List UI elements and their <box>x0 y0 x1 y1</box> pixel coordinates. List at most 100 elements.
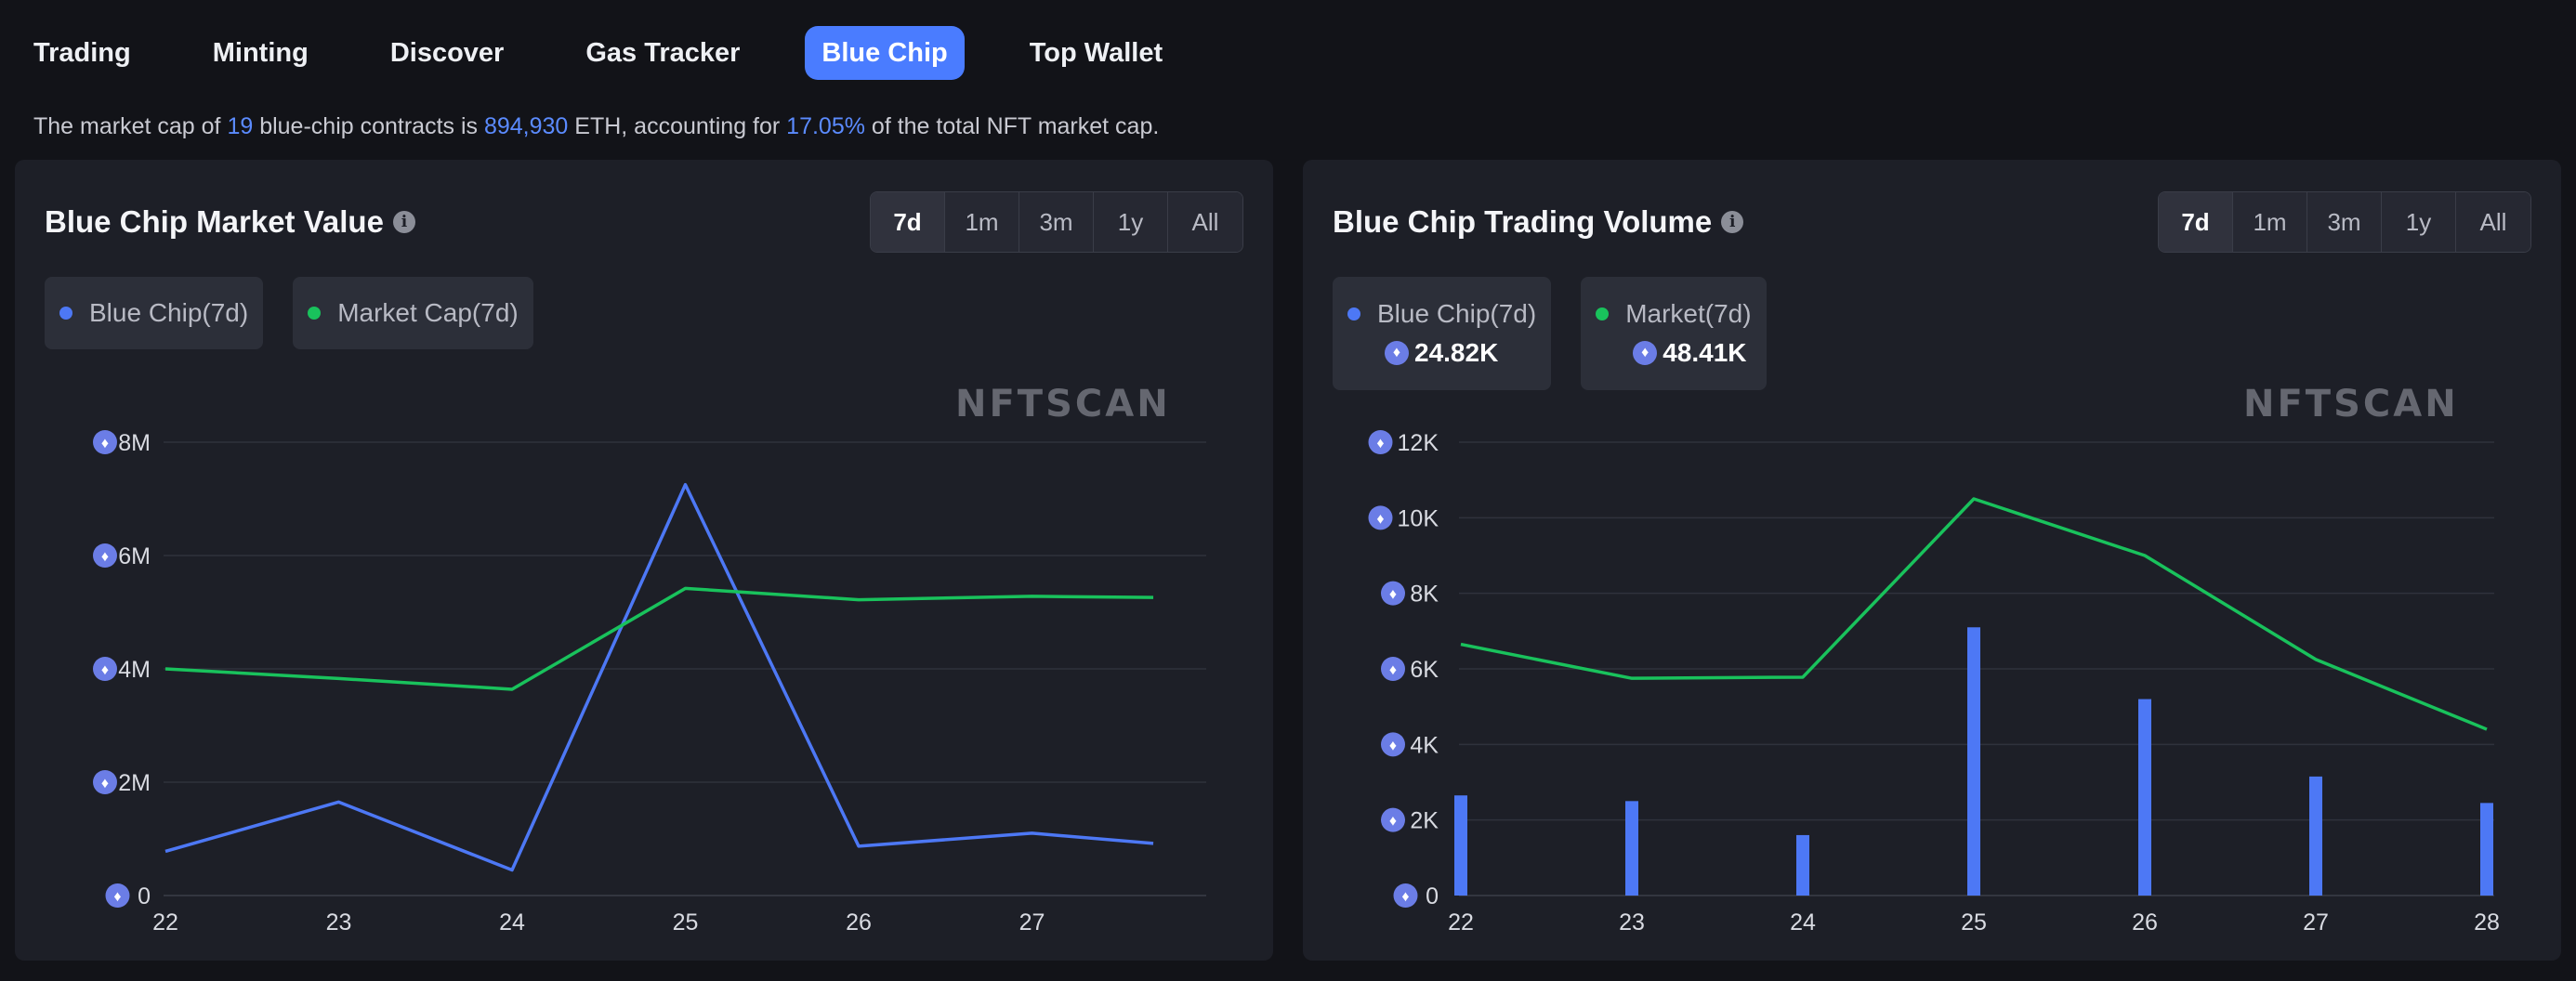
series-line <box>164 586 1154 691</box>
volume-bar <box>1625 801 1638 896</box>
range-all-button[interactable]: All <box>1168 192 1242 252</box>
market-value-range-selector: 7d 1m 3m 1y All <box>870 191 1243 253</box>
tab-trading[interactable]: Trading <box>33 37 131 68</box>
x-tick-label: 24 <box>499 909 525 935</box>
volume-bar <box>2480 803 2493 896</box>
trading-volume-panel: Blue Chip Trading Volume i 7d 1m 3m 1y All B… <box>1303 160 2561 961</box>
eth-icon-glyph: ♦ <box>1401 889 1409 905</box>
tab-minting[interactable]: Minting <box>212 37 309 68</box>
eth-icon <box>1381 657 1405 681</box>
tab-top-wallet[interactable]: Top Wallet <box>1029 37 1163 68</box>
eth-icon-glyph: ♦ <box>1376 511 1384 527</box>
y-tick-label: 4K <box>1410 732 1439 758</box>
market-value-chart: 0 ♦ 2M ♦ 4M ♦ 6M ♦ 8M ♦ 22 23 24 25 26 27 <box>93 430 1206 935</box>
summary-contract-count: 19 <box>227 113 254 139</box>
nftscan-watermark: NFTSCAN <box>955 383 1171 425</box>
eth-icon <box>105 883 130 908</box>
eth-icon <box>93 430 117 454</box>
range-7d-button[interactable]: 7d <box>2159 192 2233 252</box>
trading-volume-range-selector: 7d 1m 3m 1y All <box>2158 191 2531 253</box>
tab-gas-tracker[interactable]: Gas Tracker <box>585 37 741 68</box>
eth-icon: ♦ <box>1385 341 1409 365</box>
y-tick-label: 4M <box>118 657 151 683</box>
eth-icon-glyph: ♦ <box>1389 738 1397 753</box>
summary-text-4: of the total NFT market cap. <box>864 113 1160 139</box>
x-tick-label: 28 <box>2474 909 2500 935</box>
y-tick-label: 2K <box>1410 808 1439 834</box>
x-tick-label: 25 <box>673 909 699 935</box>
volume-bar <box>2309 776 2322 896</box>
eth-icon <box>1393 883 1418 908</box>
legend-label: Blue Chip(7d) <box>1377 299 1537 328</box>
eth-icon-glyph: ♦ <box>113 889 121 905</box>
x-tick-label: 23 <box>1619 909 1645 935</box>
eth-icon <box>93 543 117 568</box>
eth-icon <box>1381 581 1405 606</box>
nav-tabs: Trading Minting Discover Gas Tracker Blue Ch… <box>17 26 1228 80</box>
range-3m-button[interactable]: 3m <box>2307 192 2382 252</box>
info-icon[interactable]: i <box>1721 211 1744 233</box>
legend-blue-chip[interactable]: Blue Chip(7d) ♦ 24.82K <box>1333 277 1552 390</box>
legend-label: Market(7d) <box>1625 299 1752 328</box>
eth-icon-glyph: ♦ <box>1389 662 1397 678</box>
range-1m-button[interactable]: 1m <box>2233 192 2307 252</box>
legend-dot-icon <box>308 307 322 320</box>
eth-icon <box>1368 430 1393 454</box>
x-tick-label: 22 <box>152 909 178 935</box>
volume-bar <box>1967 627 1980 896</box>
range-7d-button[interactable]: 7d <box>871 192 945 252</box>
range-1m-button[interactable]: 1m <box>945 192 1019 252</box>
x-tick-label: 27 <box>2303 909 2329 935</box>
nftscan-watermark: NFTSCAN <box>2243 383 2459 425</box>
y-tick-label: 12K <box>1398 430 1439 456</box>
series-line <box>164 483 1154 872</box>
x-tick-label: 23 <box>326 909 352 935</box>
x-tick-label: 27 <box>1019 909 1045 935</box>
summary-percent: 17.05% <box>786 113 865 139</box>
market-value-title-text: Blue Chip Market Value <box>45 204 384 239</box>
x-tick-label: 22 <box>1448 909 1474 935</box>
y-tick-label: 10K <box>1398 505 1439 531</box>
trading-volume-chart: 0 ♦ 2K ♦ 4K ♦ 6K ♦ 8K ♦ 10K ♦ 12K ♦ 22 23 24 25 26 27 28 <box>1368 430 2500 935</box>
legend-dot-icon <box>1596 307 1610 320</box>
eth-icon-glyph: ♦ <box>101 436 109 451</box>
market-value-legend: Blue Chip(7d) Market Cap(7d) <box>45 277 563 349</box>
tab-blue-chip[interactable]: Blue Chip <box>805 26 965 80</box>
eth-icon-glyph: ♦ <box>101 776 109 791</box>
range-1y-button[interactable]: 1y <box>2382 192 2456 252</box>
x-tick-label: 25 <box>1961 909 1987 935</box>
range-all-button[interactable]: All <box>2456 192 2530 252</box>
eth-icon: ♦ <box>1633 341 1658 365</box>
eth-icon-glyph: ♦ <box>1376 436 1384 451</box>
market-value-panel: Blue Chip Market Value i 7d 1m 3m 1y All Blu… <box>15 160 1273 961</box>
series-line <box>1460 497 2488 731</box>
eth-icon <box>1381 732 1405 757</box>
tab-discover[interactable]: Discover <box>389 37 505 68</box>
y-tick-label: 6K <box>1410 657 1439 683</box>
eth-icon <box>1368 505 1393 530</box>
legend-value: 24.82K <box>1414 338 1499 367</box>
y-tick-label: 0 <box>1426 883 1439 909</box>
trading-volume-title: Blue Chip Trading Volume i <box>1333 204 1744 240</box>
summary-text-3: ETH, accounting for <box>568 113 787 139</box>
eth-icon-glyph: ♦ <box>101 549 109 565</box>
legend-market[interactable]: Market(7d) ♦ 48.41K <box>1581 277 1767 390</box>
volume-bar <box>1454 795 1467 896</box>
legend-dot-icon <box>1347 307 1360 320</box>
legend-label: Market Cap(7d) <box>337 298 519 327</box>
eth-icon-glyph: ♦ <box>1389 814 1397 830</box>
legend-blue-chip[interactable]: Blue Chip(7d) <box>45 277 264 349</box>
volume-bar <box>1796 834 1809 896</box>
legend-dot-icon <box>59 307 72 320</box>
info-icon[interactable]: i <box>392 211 415 233</box>
x-tick-label: 24 <box>1790 909 1816 935</box>
range-1y-button[interactable]: 1y <box>1094 192 1168 252</box>
y-tick-label: 8M <box>118 430 151 456</box>
eth-icon <box>93 770 117 794</box>
summary-market-cap: 894,930 <box>483 113 569 139</box>
eth-icon-glyph: ♦ <box>1389 587 1397 603</box>
legend-market-cap[interactable]: Market Cap(7d) <box>293 277 533 349</box>
y-tick-label: 8K <box>1410 582 1439 608</box>
range-3m-button[interactable]: 3m <box>1019 192 1094 252</box>
legend-label: Blue Chip(7d) <box>89 298 249 327</box>
